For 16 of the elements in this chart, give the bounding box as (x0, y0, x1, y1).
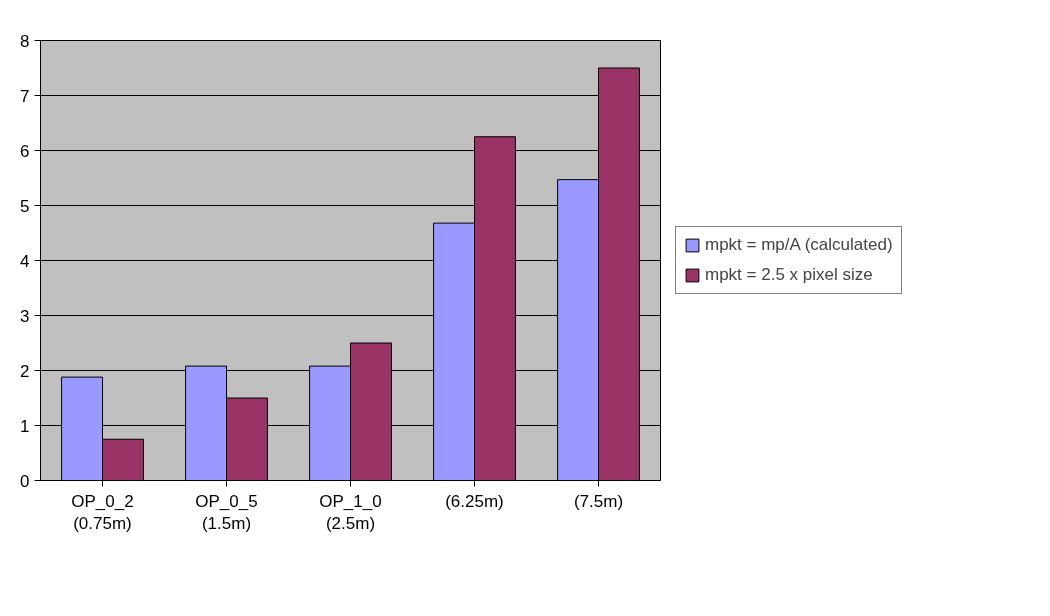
y-tick-label: 5 (20, 196, 30, 216)
x-tick-label: (7.5m) (573, 491, 624, 511)
legend-label: mpkt = mp/A (calculated) (705, 235, 893, 255)
y-tick-label: 3 (20, 306, 30, 326)
y-tick-label: 2 (20, 361, 30, 381)
y-tick-label: 1 (20, 416, 30, 436)
y-tick-label: 6 (20, 141, 30, 161)
y-tick-label: 8 (20, 31, 30, 51)
y-tick-label: 4 (20, 251, 30, 271)
x-tick-label: OP_0_2 (0.75m) (71, 491, 134, 534)
x-tick-label: OP_0_5 (1.5m) (195, 491, 258, 534)
x-tick-label: OP_1_0 (2.5m) (319, 491, 382, 534)
y-tick-label: 7 (20, 86, 30, 106)
y-tick-label: 0 (20, 471, 30, 491)
x-tick-label: (6.25m) (445, 491, 504, 511)
legend-label: mpkt = 2.5 x pixel size (705, 265, 873, 285)
